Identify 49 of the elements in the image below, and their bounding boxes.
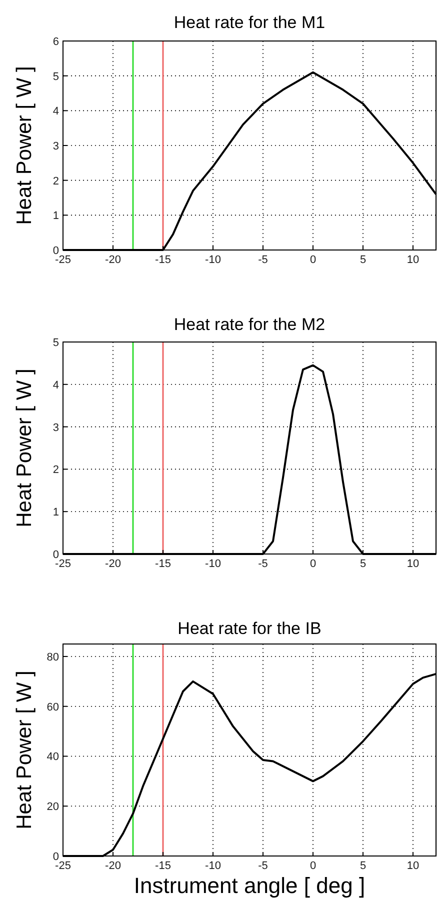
- y-tick-label: 20: [46, 801, 59, 814]
- x-tick-label: 10: [406, 254, 420, 266]
- x-tick-label: -25: [55, 860, 71, 872]
- y-tick-label: 60: [46, 701, 59, 714]
- x-tick-label: -10: [205, 254, 221, 266]
- x-tick-label: -10: [205, 860, 221, 872]
- x-tick-label: -5: [258, 254, 268, 266]
- y-tick-label: 5: [52, 337, 59, 349]
- x-tick-label: 5: [360, 558, 366, 570]
- y-tick-label: 3: [52, 422, 59, 434]
- y-tick-label: 1: [52, 506, 59, 519]
- chart-title: Heat rate for the M2: [174, 315, 326, 334]
- y-tick-label: 0: [52, 549, 59, 561]
- x-tick-label: -15: [155, 254, 171, 266]
- x-tick-label: 5: [360, 254, 366, 266]
- y-tick-label: 0: [52, 245, 59, 257]
- y-tick-label: 4: [52, 106, 59, 118]
- y-tick-label: 1: [52, 210, 59, 222]
- x-axis-title: Instrument angle [ deg ]: [134, 873, 366, 898]
- x-tick-label: -10: [205, 558, 221, 570]
- x-tick-label: 0: [310, 254, 316, 266]
- x-tick-label: -20: [105, 558, 121, 570]
- y-tick-label: 5: [52, 70, 59, 83]
- y-tick-label: 6: [52, 36, 59, 48]
- y-tick-label: 4: [52, 379, 59, 392]
- x-tick-label: 5: [360, 860, 366, 872]
- x-tick-label: -5: [258, 860, 268, 872]
- x-tick-label: -15: [155, 558, 171, 570]
- x-tick-label: -20: [105, 254, 121, 266]
- x-tick-label: 0: [310, 558, 316, 570]
- x-tick-label: -20: [105, 860, 121, 872]
- y-axis-title: Heat Power [ W ]: [13, 66, 36, 225]
- chart-title: Heat rate for the IB: [178, 619, 322, 638]
- x-tick-label: 10: [406, 860, 420, 872]
- y-tick-label: 2: [52, 175, 59, 188]
- x-tick-label: -15: [155, 860, 171, 872]
- y-tick-label: 3: [52, 140, 59, 152]
- x-tick-label: -5: [258, 558, 268, 570]
- y-tick-label: 2: [52, 464, 59, 476]
- x-tick-label: -25: [55, 254, 71, 266]
- y-axis-title: Heat Power [ W ]: [13, 670, 36, 830]
- y-axis-title: Heat Power [ W ]: [13, 368, 36, 528]
- x-tick-label: 10: [406, 558, 420, 570]
- y-tick-label: 40: [46, 751, 59, 764]
- y-tick-label: 80: [46, 651, 59, 664]
- chart-title: Heat rate for the M1: [174, 13, 326, 32]
- x-tick-label: -25: [55, 558, 71, 570]
- y-tick-label: 0: [52, 851, 59, 863]
- x-tick-label: 0: [310, 860, 316, 872]
